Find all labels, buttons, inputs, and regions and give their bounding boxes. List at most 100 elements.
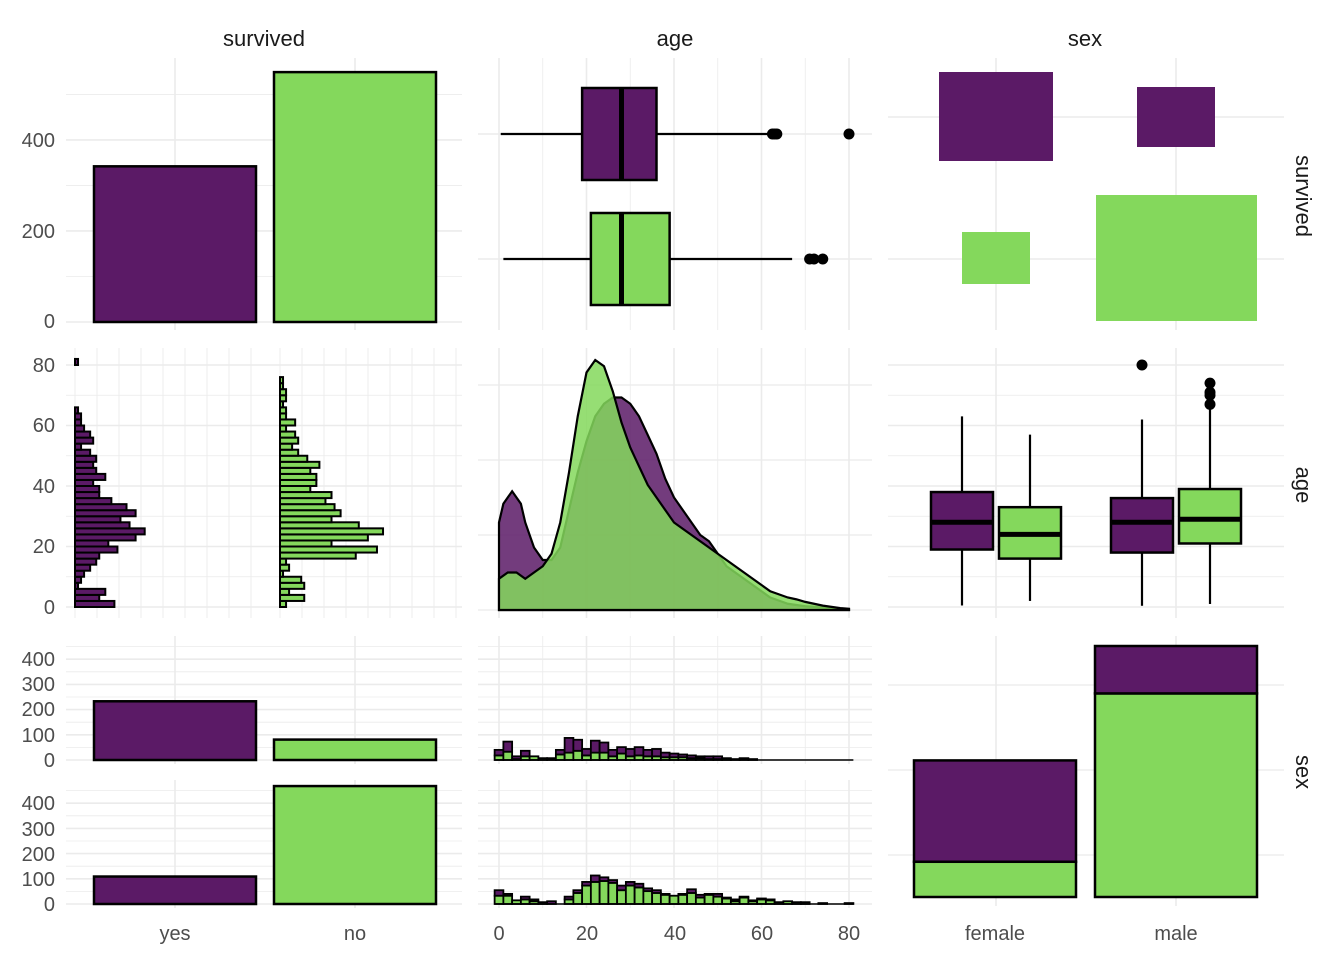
hist-bar-female-yes	[642, 748, 654, 758]
stack-female-no	[912, 860, 1078, 899]
stack-male-no	[1093, 692, 1259, 899]
strip-right-survived: survived	[1291, 155, 1316, 237]
hist-bar-male-yes	[764, 898, 776, 902]
ytick-row3b-100: 100	[22, 869, 55, 891]
hist-bar-male-no	[694, 896, 706, 905]
hist-bar-yes	[74, 406, 80, 415]
hist-bar-no	[279, 376, 285, 385]
ytick-row2-20: 20	[33, 536, 55, 558]
hist-bar-male-no	[607, 881, 619, 905]
hist-bar-male-no	[677, 893, 689, 905]
hist-bar-female-yes	[502, 740, 514, 753]
outlier-point	[1204, 398, 1216, 410]
ytick-row3b-200: 200	[22, 844, 55, 866]
hist-bar-female-yes	[703, 755, 715, 760]
ytick-row3a-400: 400	[22, 649, 55, 671]
bar-male-yes	[92, 875, 258, 906]
mosaic-female-no	[962, 232, 1030, 284]
ytick-row1-0: 0	[44, 311, 55, 333]
hist-bar-female-no	[563, 751, 575, 761]
hist-bar-male-no	[581, 884, 592, 905]
hist-bar-male-no	[642, 890, 654, 905]
hist-bar-male-no	[686, 892, 697, 905]
hist-bar-male-yes	[493, 889, 505, 897]
strip-right-age: age	[1291, 467, 1316, 504]
hist-bar-male-yes	[703, 892, 715, 896]
ytick-row3b-300: 300	[22, 819, 55, 841]
hist-bar-male-yes	[642, 887, 654, 893]
hist-bar-female-no	[502, 750, 514, 761]
ytick-row3a-100: 100	[22, 725, 55, 747]
hist-bar-yes	[74, 587, 107, 596]
hist-bar-male-yes	[572, 889, 584, 894]
hist-bar-yes	[74, 357, 80, 367]
hist-bar-female-yes	[677, 753, 689, 759]
hist-bar-male-yes	[624, 881, 636, 887]
hist-bar-male-yes	[563, 895, 575, 901]
ytick-row3b-0: 0	[44, 894, 55, 916]
hist-bar-male-no	[703, 893, 715, 905]
hist-bar-male-no	[616, 889, 627, 905]
xtick-age-40: 40	[664, 923, 686, 945]
hist-bar-male-yes	[659, 892, 671, 896]
hist-bar-no	[279, 575, 303, 584]
hist-bar-male-no	[712, 895, 724, 905]
bar-female-no	[272, 738, 438, 762]
hist-bar-yes	[74, 448, 92, 457]
hist-bar-female-no	[616, 752, 627, 761]
hist-bar-male-no	[738, 896, 750, 905]
hist-bar-female-yes	[563, 737, 575, 754]
strip-top-age: age	[657, 26, 694, 51]
hist-bar-female-yes	[659, 751, 671, 759]
hist-bar-female-no	[572, 749, 584, 761]
bar-female-yes	[92, 700, 258, 762]
xtick-no: no	[344, 923, 366, 945]
hist-bar-male-yes	[607, 879, 619, 884]
hist-bar-female-yes	[738, 757, 750, 760]
hist-bar-male-yes	[756, 897, 767, 901]
hist-bar-male-yes	[712, 892, 724, 898]
hist-bar-female-yes	[493, 748, 505, 757]
mark-layer	[74, 70, 1259, 906]
hist-bar-female-yes	[554, 748, 566, 756]
box-male-no	[1177, 487, 1243, 545]
hist-bar-female-yes	[581, 748, 592, 757]
hist-bar-female-yes	[633, 746, 645, 757]
hist-bar-male-yes	[519, 895, 531, 901]
hist-bar-female-yes	[572, 738, 584, 752]
ytick-row3a-0: 0	[44, 750, 55, 772]
stack-male-yes	[1093, 644, 1259, 695]
hist-bar-male-no	[624, 884, 636, 905]
stack-female-yes	[912, 759, 1078, 864]
ytick-row3b-400: 400	[22, 793, 55, 815]
bar-male-no	[272, 784, 438, 906]
hist-bar-female-yes	[607, 748, 619, 758]
hist-bar-female-yes	[712, 755, 724, 760]
ytick-row1-200: 200	[22, 221, 55, 243]
box-no	[589, 211, 671, 307]
hist-bar-female-yes	[511, 755, 522, 760]
hist-bar-male-yes	[686, 888, 697, 894]
hist-bar-male-yes	[738, 895, 750, 899]
hist-bar-female-yes	[598, 741, 610, 754]
hist-bar-female-yes	[624, 748, 636, 758]
hist-bar-male-yes	[589, 874, 601, 883]
outlier-point	[808, 253, 820, 265]
mosaic-male-no	[1096, 195, 1257, 321]
xtick-female: female	[965, 923, 1025, 945]
ytick-row2-60: 60	[33, 415, 55, 437]
hist-bar-male-no	[493, 894, 505, 905]
bar-no	[272, 70, 438, 324]
hist-bar-no	[279, 593, 306, 602]
strip-right-sex: sex	[1291, 755, 1316, 789]
hist-bar-male-yes	[694, 893, 706, 899]
hist-bar-male-yes	[616, 884, 627, 892]
strip-top-survived: survived	[223, 26, 305, 51]
bar-yes	[92, 165, 258, 324]
strip-top-sex: sex	[1068, 26, 1102, 51]
ytick-row3a-200: 200	[22, 699, 55, 721]
mosaic-male-yes	[1137, 87, 1215, 147]
hist-bar-male-no	[659, 893, 671, 905]
hist-bar-female-no	[589, 751, 601, 761]
